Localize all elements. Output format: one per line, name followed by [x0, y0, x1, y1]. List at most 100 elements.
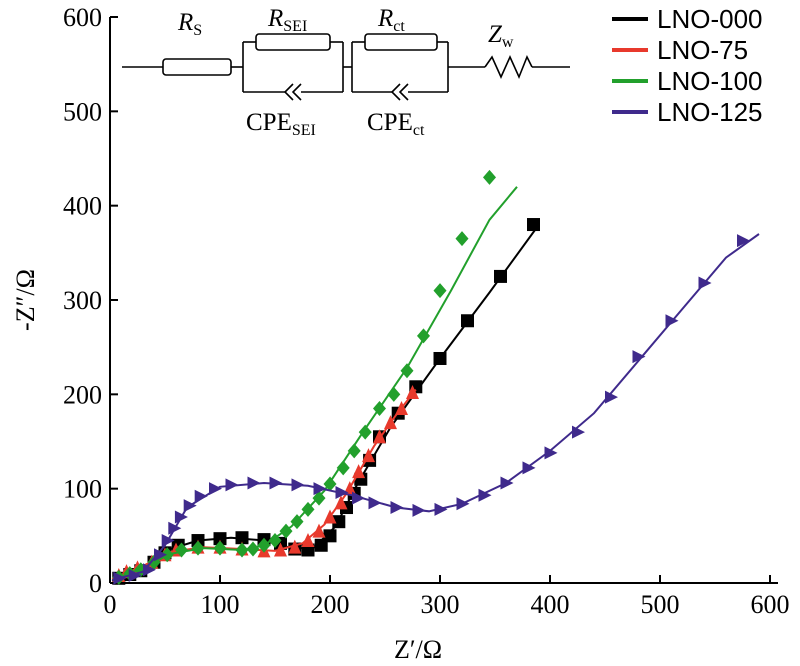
data-point-lno-100 [323, 476, 337, 492]
data-point-lno-100 [160, 547, 174, 563]
label-rsei-sub: SEI [283, 18, 307, 35]
data-point-lno-125 [352, 491, 365, 505]
data-point-lno-125 [368, 496, 382, 510]
label-cpe-ct-sub: ct [413, 122, 425, 139]
fit-line-lno-125 [111, 233, 760, 582]
data-point-lno-125 [335, 485, 349, 499]
data-point-lno-125 [478, 488, 492, 502]
x-ticks: 0 100 200 300 400 500 600 [104, 575, 790, 619]
data-point-lno-125 [456, 497, 470, 511]
data-point-lno-75 [384, 415, 397, 430]
y-tick-label: 500 [63, 97, 102, 126]
label-rct: Rct [377, 5, 405, 35]
data-point-lno-125 [194, 489, 208, 503]
data-point-lno-125 [113, 571, 127, 585]
x-tick-label: 600 [751, 590, 790, 619]
data-point-lno-125 [632, 350, 646, 364]
series-lno-125 [111, 233, 760, 585]
label-rsei-main: R [267, 5, 283, 32]
data-point-lno-125 [572, 425, 585, 439]
x-tick-label: 500 [641, 590, 680, 619]
label-rsei: RSEI [267, 5, 307, 35]
cpe-ct-symbol [398, 83, 409, 101]
legend-label-lno-125: LNO-125 [657, 97, 763, 127]
data-point-lno-100 [301, 501, 315, 517]
label-cpe-ct-main: CPE [367, 109, 413, 136]
data-point-lno-100 [336, 460, 350, 476]
data-point-lno-100 [347, 443, 361, 459]
data-point-lno-100 [373, 400, 386, 416]
data-point-lno-125 [500, 476, 514, 490]
cpe-sei-symbol [291, 83, 302, 101]
y-tick-label: 400 [63, 192, 102, 221]
data-point-lno-125 [412, 503, 426, 517]
y-ticks: 0 100 200 300 400 500 600 [63, 3, 118, 598]
data-point-lno-125 [183, 499, 197, 513]
data-point-lno-100 [257, 537, 271, 553]
data-point-lno-100 [417, 328, 430, 344]
label-zw: Zw [488, 21, 514, 51]
legend-label-lno-75: LNO-75 [657, 35, 748, 65]
series-layer [111, 169, 760, 585]
label-zw-sub: w [502, 34, 514, 51]
data-point-lno-125 [269, 476, 283, 490]
x-axis-title: Z′/Ω [394, 635, 442, 664]
data-point-lno-125 [174, 510, 188, 524]
data-point-lno-75 [274, 542, 287, 557]
data-point-lno-000 [213, 532, 227, 546]
label-cpe-ct: CPEct [367, 109, 425, 139]
data-point-lno-100 [483, 169, 496, 185]
data-point-lno-000 [332, 515, 346, 529]
data-point-lno-125 [154, 548, 167, 562]
data-point-lno-000 [494, 269, 507, 283]
x-tick-label: 100 [201, 590, 240, 619]
data-point-lno-100 [455, 231, 469, 247]
y-axis-title: -Z″/Ω [11, 269, 40, 331]
y-tick-label: 600 [63, 3, 102, 32]
resistor-rct [364, 33, 438, 51]
x-tick-label: 300 [421, 590, 460, 619]
data-point-lno-125 [291, 478, 305, 492]
label-cpe-sei-sub: SEI [292, 122, 316, 139]
cpe-ct-symbol [390, 83, 401, 101]
data-point-lno-125 [313, 482, 327, 496]
x-tick-label: 400 [531, 590, 570, 619]
data-point-lno-125 [247, 476, 261, 490]
data-point-lno-125 [434, 502, 448, 516]
data-point-lno-000 [235, 531, 249, 545]
x-tick-label: 0 [104, 590, 117, 619]
label-rs-sub: S [193, 22, 202, 39]
label-cpe-sei-main: CPE [246, 109, 292, 136]
data-point-lno-125 [161, 534, 175, 548]
resistor-rsei [255, 33, 331, 51]
data-point-lno-100 [268, 533, 282, 549]
data-point-lno-100 [400, 363, 414, 379]
y-tick-label: 300 [63, 286, 102, 315]
data-point-lno-000 [527, 218, 540, 232]
data-point-lno-75 [312, 523, 326, 538]
data-point-lno-000 [433, 351, 447, 365]
label-cpe-sei: CPESEI [246, 109, 316, 139]
legend: LNO-000 LNO-75 LNO-100 LNO-125 [612, 4, 763, 127]
label-rs-main: R [177, 9, 193, 36]
data-point-lno-75 [323, 509, 337, 524]
data-point-lno-125 [665, 314, 679, 328]
data-point-lno-125 [209, 482, 222, 496]
data-point-lno-125 [168, 521, 182, 535]
y-tick-label: 0 [89, 569, 102, 598]
fit-line-lno-100 [111, 186, 518, 582]
data-point-lno-75 [301, 533, 315, 548]
x-tick-label: 200 [311, 590, 350, 619]
data-point-lno-100 [235, 542, 249, 558]
y-tick-label: 100 [63, 475, 102, 504]
data-point-lno-100 [191, 540, 205, 556]
y-tick-label: 200 [63, 380, 102, 409]
label-rct-main: R [377, 5, 393, 32]
data-point-lno-75 [288, 539, 302, 554]
equivalent-circuit [122, 33, 570, 101]
data-point-lno-000 [323, 529, 337, 543]
data-point-lno-125 [522, 461, 536, 475]
legend-label-lno-100: LNO-100 [657, 66, 763, 96]
data-point-lno-75 [334, 495, 348, 510]
